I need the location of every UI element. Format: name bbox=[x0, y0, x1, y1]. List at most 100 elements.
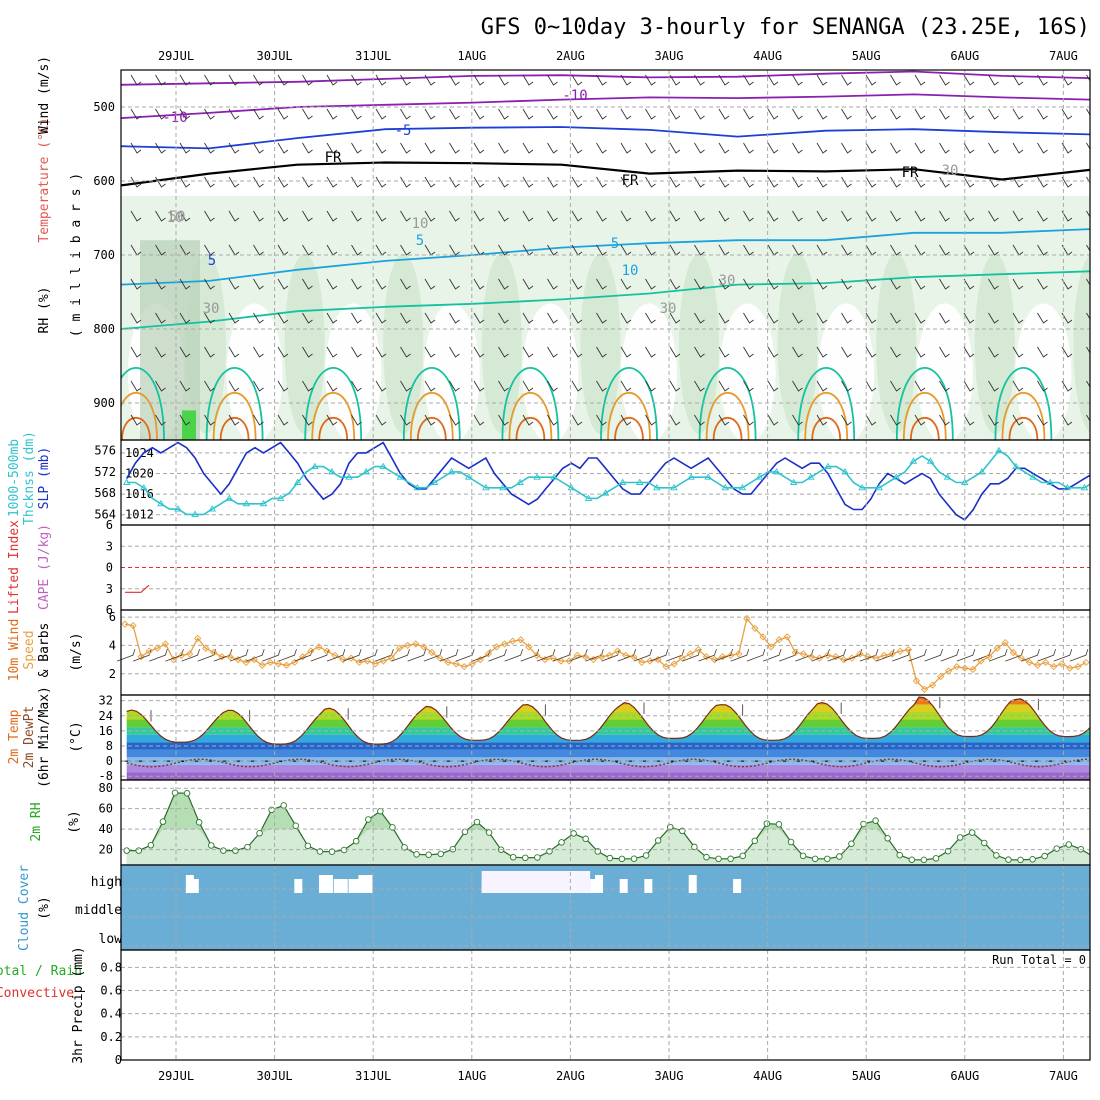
wind-barb-glyph bbox=[1061, 108, 1073, 120]
wind-barb-glyph bbox=[963, 278, 975, 290]
wind-speed-marker bbox=[1041, 658, 1050, 667]
surface-wind-barb bbox=[359, 649, 378, 662]
dewpoint-line bbox=[126, 758, 1090, 768]
rh-dry-pocket bbox=[226, 303, 283, 440]
high-cloud-block bbox=[318, 875, 333, 893]
wind-barb-glyph bbox=[375, 346, 387, 358]
wind-barb-glyph bbox=[645, 278, 656, 290]
wind-speed-marker bbox=[218, 653, 226, 661]
surface-wind-barb bbox=[924, 649, 943, 662]
wind-barb-glyph bbox=[792, 74, 803, 86]
surface-wind-barb bbox=[488, 649, 507, 662]
wind-barb-glyph bbox=[498, 346, 509, 358]
wind-barb-glyph bbox=[1037, 414, 1048, 426]
wind-barb-glyph bbox=[522, 108, 534, 120]
wind-speed-marker bbox=[630, 653, 638, 661]
wind-barb-glyph bbox=[326, 108, 338, 120]
stability-tick-label: 6 bbox=[106, 518, 113, 532]
rh-marker bbox=[884, 835, 891, 842]
rh-marker bbox=[183, 790, 191, 797]
wind-barb-glyph bbox=[204, 278, 215, 290]
wind-barb-glyph bbox=[302, 414, 313, 426]
wind-barb-glyph bbox=[620, 380, 632, 392]
wind-speed-marker bbox=[735, 650, 743, 658]
bottom-date-label: 30JUL bbox=[257, 1069, 293, 1083]
wind-barb-glyph bbox=[449, 278, 460, 290]
thickness-label: 1000-500mb bbox=[7, 439, 22, 517]
wind-barb-glyph bbox=[988, 380, 999, 392]
wind-speed-marker bbox=[783, 633, 791, 641]
thickness-marker bbox=[430, 478, 439, 485]
rh-dry-pocket bbox=[719, 303, 776, 440]
wind-barb-glyph bbox=[473, 74, 485, 86]
wind-barb-glyph bbox=[351, 346, 362, 358]
thickness-marker bbox=[362, 468, 370, 475]
wind-barb-glyph bbox=[743, 346, 754, 358]
wind-barb-glyph bbox=[179, 346, 191, 358]
wind-speed-marker bbox=[404, 641, 412, 650]
wind-barb-glyph bbox=[841, 278, 852, 290]
warm-contour bbox=[311, 392, 356, 440]
wind-speed-marker bbox=[492, 643, 501, 651]
rh-marker bbox=[799, 852, 807, 860]
wind-barb-glyph bbox=[228, 380, 240, 392]
wind-barb-glyph bbox=[277, 108, 289, 120]
thickness-marker bbox=[584, 494, 593, 501]
warm-contour bbox=[607, 392, 651, 440]
wind-barb-glyph bbox=[375, 142, 387, 154]
wind-barb-glyph bbox=[1012, 210, 1024, 222]
wind-barb-glyph bbox=[424, 210, 436, 222]
cloud-level-label: middle bbox=[75, 903, 122, 918]
wind-speed-marker bbox=[202, 644, 210, 652]
warm-contour bbox=[508, 392, 553, 440]
rh-marker bbox=[389, 824, 396, 831]
surface-wind-barb bbox=[342, 649, 362, 662]
wind-barb-glyph bbox=[1037, 244, 1048, 256]
wind-barb-glyph bbox=[571, 142, 583, 154]
wind-barb-glyph bbox=[449, 244, 460, 256]
wind-speed-marker bbox=[856, 650, 864, 658]
wind-barb-glyph bbox=[939, 176, 950, 188]
contour-label: 30 bbox=[203, 301, 220, 317]
thickness-marker bbox=[1029, 473, 1037, 480]
wind-barb-glyph bbox=[620, 278, 632, 290]
wind-barb-glyph bbox=[155, 380, 166, 392]
wind-barb-glyph bbox=[841, 312, 852, 324]
wind-barb-glyph bbox=[841, 414, 852, 426]
surface-wind-barb bbox=[875, 649, 895, 662]
wind-barb-glyph bbox=[1086, 244, 1090, 252]
wind-barb-glyph bbox=[596, 176, 607, 188]
wind-barb-glyph bbox=[963, 176, 975, 188]
wind-barb-glyph bbox=[400, 414, 411, 426]
wind-barb-glyph bbox=[253, 210, 264, 222]
wind-speed-marker bbox=[185, 650, 194, 658]
wind-barb-glyph bbox=[375, 312, 387, 324]
wind-barb-glyph bbox=[1037, 176, 1048, 188]
wind-barb-glyph bbox=[498, 210, 509, 222]
rh-marker bbox=[751, 837, 759, 845]
wind-barb-glyph bbox=[571, 108, 583, 120]
warm-contour bbox=[318, 416, 349, 440]
wind-barb-glyph bbox=[449, 346, 460, 358]
surface-wind-barb bbox=[698, 649, 717, 662]
wind-barb-glyph bbox=[645, 74, 656, 86]
temp2m-plot-area bbox=[121, 696, 1090, 780]
wind-barb-glyph bbox=[645, 312, 656, 324]
wind-barb-glyph bbox=[743, 312, 754, 324]
surface-wind-barb bbox=[746, 649, 766, 662]
wind-barb-glyph bbox=[1012, 312, 1024, 324]
wind-barb-glyph bbox=[228, 142, 240, 154]
wind-barb-glyph bbox=[351, 380, 362, 392]
surface-wind-barb bbox=[827, 649, 847, 662]
wind-barb-glyph bbox=[669, 74, 681, 86]
wind-speed-marker bbox=[945, 667, 953, 675]
rh-moist-column bbox=[580, 253, 621, 434]
wind-barb-glyph bbox=[620, 74, 632, 86]
wind-barb-glyph bbox=[914, 346, 926, 358]
wind-barb-glyph bbox=[694, 244, 705, 256]
slp-line bbox=[126, 441, 1090, 521]
wind-barb-glyph bbox=[792, 278, 803, 290]
thickness-tick-label: 572 bbox=[94, 465, 116, 479]
precip-unit-label: 3hr Precip (mm) bbox=[71, 946, 86, 1063]
